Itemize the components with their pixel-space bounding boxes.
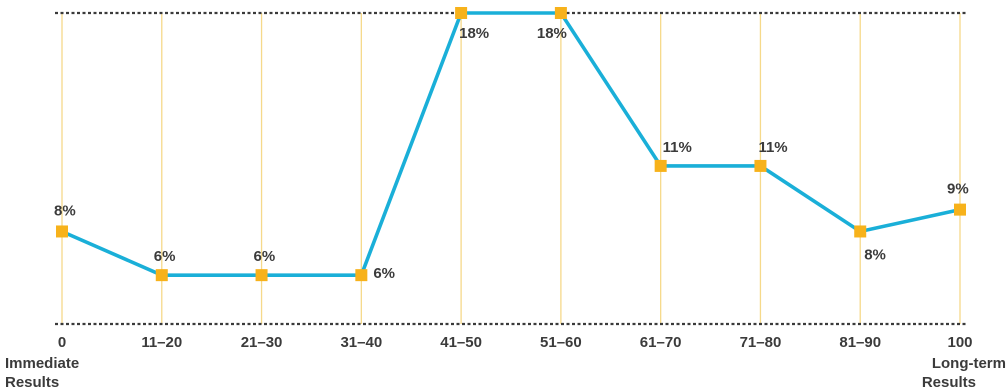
x-tick-label-5: 51–60 <box>540 334 582 351</box>
x-tick-label-8: 81–90 <box>839 334 881 351</box>
data-markers <box>56 7 966 282</box>
x-tick-label-2: 21–30 <box>241 334 283 351</box>
x-tick-label-4: 41–50 <box>440 334 482 351</box>
data-label-0: 8% <box>54 202 76 219</box>
data-marker-7 <box>754 159 767 172</box>
x-tick-label-6: 61–70 <box>640 334 682 351</box>
data-label-8: 8% <box>864 246 886 263</box>
x-tick-label-9: 100 <box>947 334 972 351</box>
start-label-line-1: Immediate <box>5 355 79 372</box>
data-label-1: 6% <box>154 248 176 265</box>
data-marker-0 <box>56 225 68 238</box>
vertical-gridlines <box>61 13 961 324</box>
data-label-4: 18% <box>459 25 489 42</box>
data-marker-8 <box>854 225 867 238</box>
data-label-2: 6% <box>254 248 276 265</box>
end-label-line-1: Long-term <box>932 355 1006 372</box>
x-tick-label-7: 71–80 <box>740 334 782 351</box>
data-label-6: 11% <box>663 139 692 156</box>
start-label-line-2: Results <box>5 374 59 390</box>
data-marker-5 <box>554 7 567 19</box>
data-marker-4 <box>455 7 468 19</box>
data-marker-1 <box>155 269 168 282</box>
data-label-3: 6% <box>373 265 395 282</box>
x-tick-label-0: 0 <box>58 334 66 351</box>
series-line <box>61 11 961 277</box>
data-labels: 8% 6% 6% 6% 18% 18% 11% 11% 8% 9% <box>54 25 969 282</box>
data-label-9: 9% <box>947 181 969 198</box>
x-tick-label-3: 31–40 <box>340 334 382 351</box>
data-marker-2 <box>255 269 268 282</box>
end-label-line-2: Results <box>922 374 976 390</box>
x-tick-labels: 0 11–20 21–30 31–40 41–50 51–60 61–70 71–80 81–9… <box>58 334 973 351</box>
axis-end-labels: Immediate Results Long-term Results <box>5 355 1006 390</box>
data-marker-3 <box>355 269 368 282</box>
data-marker-6 <box>654 159 667 172</box>
data-marker-9 <box>954 203 966 216</box>
x-tick-label-1: 11–20 <box>141 334 182 351</box>
data-label-5: 18% <box>537 25 567 42</box>
data-label-7: 11% <box>758 139 787 156</box>
